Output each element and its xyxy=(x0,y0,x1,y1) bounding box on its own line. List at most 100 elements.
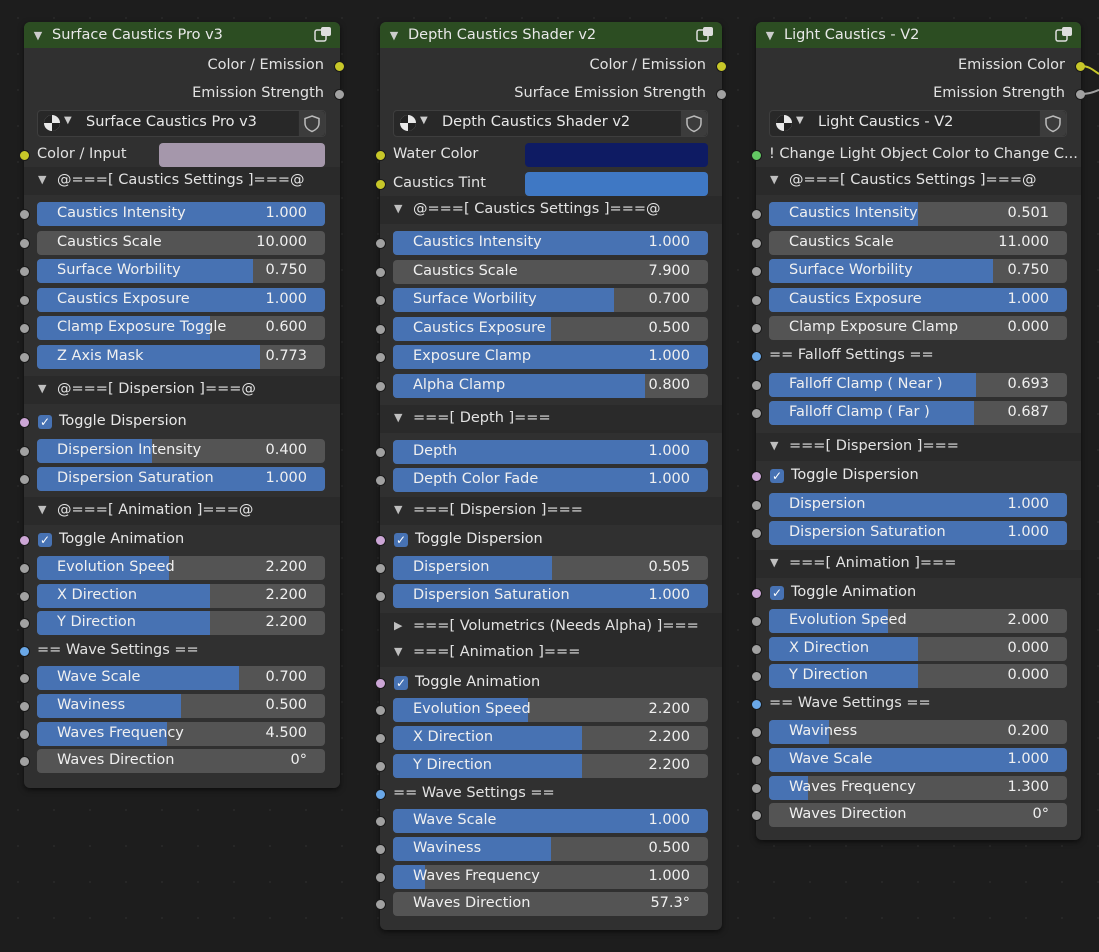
value-slider[interactable]: X Direction 0.000 xyxy=(769,636,1067,661)
value-slider[interactable]: Waves Frequency 1.300 xyxy=(769,775,1067,800)
input-socket-icon[interactable] xyxy=(751,209,762,220)
value-slider[interactable]: Surface Worbility 0.750 xyxy=(37,259,325,284)
value-slider[interactable]: Exposure Clamp 1.000 xyxy=(393,345,708,370)
input-socket-icon[interactable] xyxy=(19,266,30,278)
value-slider[interactable]: Z Axis Mask 0.773 xyxy=(37,345,325,369)
node-group-selector[interactable]: ▼ Light Caustics - V2 xyxy=(769,110,1067,137)
panel-caustics-settings[interactable]: ▼ @===[ Caustics Settings ]===@ xyxy=(24,167,340,195)
value-slider[interactable]: Falloff Clamp ( Far ) 0.687 xyxy=(769,401,1067,425)
value-slider[interactable]: Waves Frequency 4.500 xyxy=(37,721,325,746)
fake-user-shield-icon[interactable] xyxy=(298,111,325,136)
value-slider[interactable]: Caustics Scale 10.000 xyxy=(37,230,325,255)
value-slider[interactable]: X Direction 2.200 xyxy=(393,726,708,750)
panel-animation[interactable]: ▼ ===[ Animation ]=== xyxy=(380,639,722,667)
value-slider[interactable]: Caustics Intensity 1.000 xyxy=(37,202,325,226)
input-socket-icon[interactable] xyxy=(19,700,30,712)
value-slider[interactable]: Depth Color Fade 1.000 xyxy=(393,468,708,492)
input-socket-icon[interactable] xyxy=(751,237,762,249)
value-slider[interactable]: Waviness 0.500 xyxy=(393,836,708,861)
input-socket-icon[interactable] xyxy=(751,727,762,738)
node-depth-caustics[interactable]: ▼ Depth Caustics Shader v2 Color / Emiss… xyxy=(375,22,727,930)
value-slider[interactable]: Wave Scale 1.000 xyxy=(393,809,708,833)
input-socket-icon[interactable] xyxy=(375,843,386,855)
value-slider[interactable]: Dispersion 0.505 xyxy=(393,556,708,580)
input-socket-icon[interactable] xyxy=(375,899,386,911)
input-socket-icon[interactable] xyxy=(375,535,386,546)
value-slider[interactable]: Wave Scale 0.700 xyxy=(37,666,325,690)
value-slider[interactable]: Waviness 0.200 xyxy=(769,720,1067,744)
input-socket-icon[interactable] xyxy=(375,789,386,800)
value-slider[interactable]: Caustics Exposure 0.500 xyxy=(393,316,708,341)
checkbox-checked-icon[interactable]: ✓ xyxy=(38,415,52,429)
panel-animation[interactable]: ▼ @===[ Animation ]===@ xyxy=(24,497,340,525)
node-surface-caustics[interactable]: ▼ Surface Caustics Pro v3 Color / Emissi… xyxy=(19,22,345,788)
input-socket-icon[interactable] xyxy=(751,408,762,419)
input-socket-icon[interactable] xyxy=(375,323,386,335)
input-socket-icon[interactable] xyxy=(375,150,386,161)
input-socket-icon[interactable] xyxy=(19,756,30,768)
value-slider[interactable]: Caustics Scale 7.900 xyxy=(393,259,708,284)
input-socket-icon[interactable] xyxy=(751,643,762,655)
node-header[interactable]: ▼ Light Caustics - V2 xyxy=(756,22,1081,48)
input-socket-icon[interactable] xyxy=(375,381,386,392)
collapse-chevron-icon[interactable]: ▼ xyxy=(765,28,775,42)
panel-dispersion[interactable]: ▼ ===[ Dispersion ]=== xyxy=(756,433,1081,461)
value-slider[interactable]: Waviness 0.500 xyxy=(37,693,325,718)
input-socket-icon[interactable] xyxy=(751,671,762,682)
input-socket-icon[interactable] xyxy=(19,352,30,363)
color-swatch[interactable] xyxy=(525,172,708,196)
node-group-icon[interactable] xyxy=(314,26,332,43)
input-socket-icon[interactable] xyxy=(19,150,30,161)
input-socket-icon[interactable] xyxy=(375,179,386,190)
input-socket-icon[interactable] xyxy=(375,816,386,827)
value-slider[interactable]: Depth 1.000 xyxy=(393,440,708,464)
input-socket-icon[interactable] xyxy=(19,728,30,740)
value-slider[interactable]: X Direction 2.200 xyxy=(37,583,325,608)
input-socket-icon[interactable] xyxy=(375,447,386,458)
output-socket-icon[interactable] xyxy=(334,89,345,100)
value-slider[interactable]: Dispersion Intensity 0.400 xyxy=(37,439,325,463)
value-slider[interactable]: Clamp Exposure Toggle 0.600 xyxy=(37,316,325,341)
input-socket-icon[interactable] xyxy=(751,266,762,278)
value-slider[interactable]: Dispersion Saturation 1.000 xyxy=(393,583,708,608)
input-socket-icon[interactable] xyxy=(375,733,386,744)
panel-volumetrics[interactable]: ▶ ===[ Volumetrics (Needs Alpha) ]=== xyxy=(380,613,722,641)
value-slider[interactable]: Y Direction 2.200 xyxy=(393,754,708,778)
collapse-chevron-icon[interactable]: ▼ xyxy=(33,28,43,42)
checkbox-checked-icon[interactable]: ✓ xyxy=(394,533,408,547)
input-socket-icon[interactable] xyxy=(751,616,762,627)
input-socket-icon[interactable] xyxy=(375,761,386,772)
input-socket-icon[interactable] xyxy=(19,323,30,335)
output-socket-icon[interactable] xyxy=(716,61,727,72)
fake-user-shield-icon[interactable] xyxy=(680,111,707,136)
input-socket-icon[interactable] xyxy=(751,294,762,306)
node-group-icon[interactable] xyxy=(1055,26,1073,43)
input-socket-icon[interactable] xyxy=(19,209,30,220)
input-socket-icon[interactable] xyxy=(19,237,30,249)
checkbox-checked-icon[interactable]: ✓ xyxy=(770,469,784,483)
value-slider[interactable]: Caustics Exposure 1.000 xyxy=(769,287,1067,312)
input-socket-icon[interactable] xyxy=(19,294,30,306)
value-slider[interactable]: Dispersion Saturation 1.000 xyxy=(769,521,1067,545)
input-socket-icon[interactable] xyxy=(375,678,386,689)
input-socket-icon[interactable] xyxy=(751,699,762,710)
value-slider[interactable]: Caustics Exposure 1.000 xyxy=(37,287,325,312)
value-slider[interactable]: Surface Worbility 0.750 xyxy=(769,259,1067,284)
checkbox-checked-icon[interactable]: ✓ xyxy=(38,533,52,547)
value-slider[interactable]: Waves Direction 0° xyxy=(769,803,1067,828)
input-socket-icon[interactable] xyxy=(375,238,386,249)
node-header[interactable]: ▼ Surface Caustics Pro v3 xyxy=(24,22,340,48)
value-slider[interactable]: Evolution Speed 2.200 xyxy=(37,556,325,580)
output-socket-icon[interactable] xyxy=(716,89,727,100)
input-socket-icon[interactable] xyxy=(375,563,386,574)
panel-animation[interactable]: ▼ ===[ Animation ]=== xyxy=(756,550,1081,578)
node-group-icon[interactable] xyxy=(696,26,714,43)
input-socket-icon[interactable] xyxy=(19,535,30,546)
fake-user-shield-icon[interactable] xyxy=(1039,111,1066,136)
input-socket-icon[interactable] xyxy=(375,266,386,278)
input-socket-icon[interactable] xyxy=(751,323,762,335)
collapse-chevron-icon[interactable]: ▼ xyxy=(389,28,399,42)
input-socket-icon[interactable] xyxy=(751,528,762,539)
input-socket-icon[interactable] xyxy=(19,673,30,684)
input-socket-icon[interactable] xyxy=(375,590,386,602)
